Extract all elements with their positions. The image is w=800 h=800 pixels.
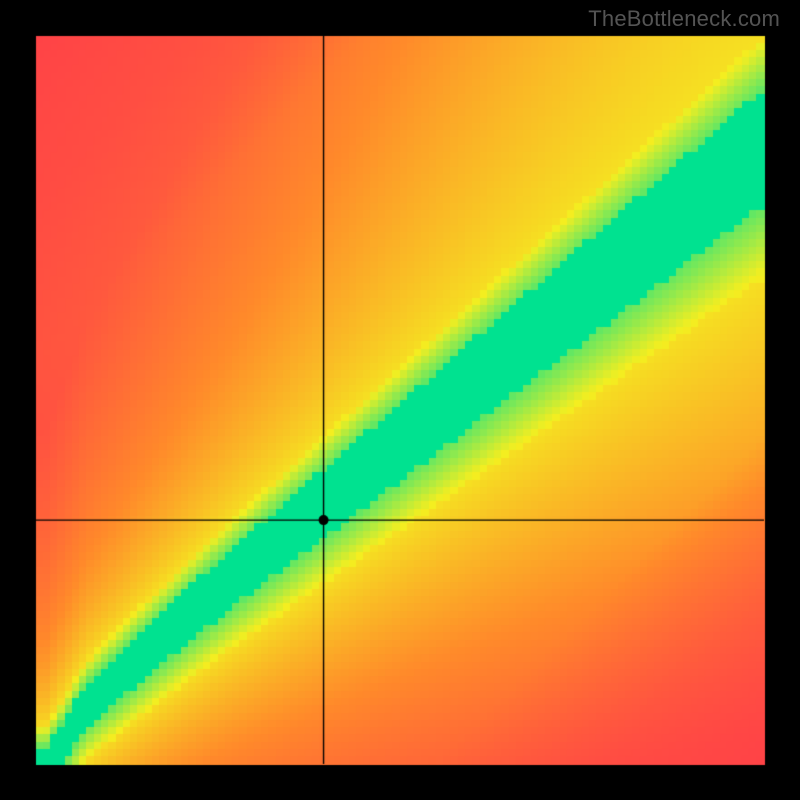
watermark-text: TheBottleneck.com [588, 6, 780, 32]
heatmap-canvas [0, 0, 800, 800]
chart-container: TheBottleneck.com [0, 0, 800, 800]
